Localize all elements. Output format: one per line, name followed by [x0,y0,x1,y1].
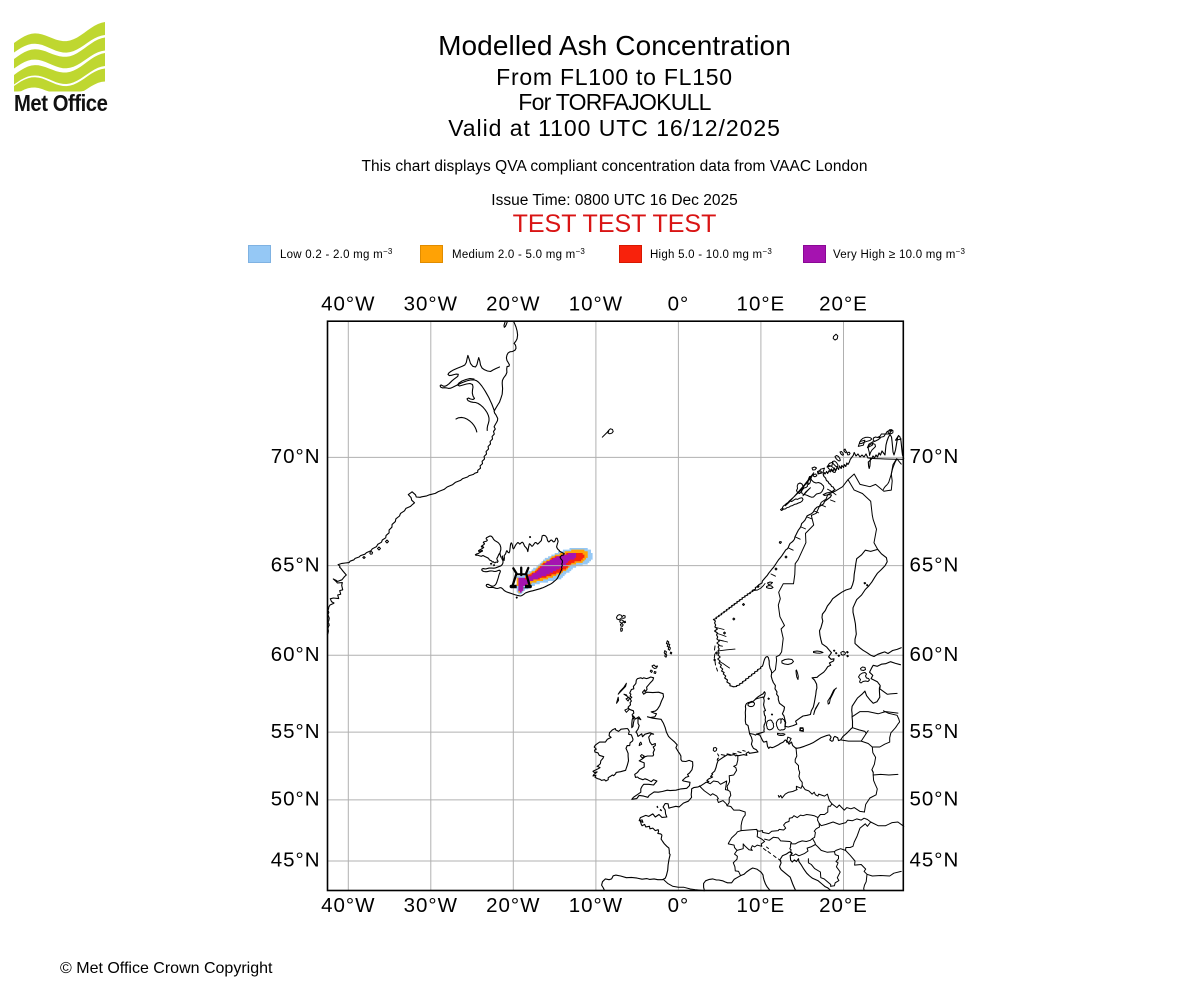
svg-text:10°W: 10°W [569,894,623,917]
svg-text:70°N: 70°N [271,445,321,468]
svg-text:10°W: 10°W [569,292,623,315]
svg-text:10°E: 10°E [737,292,786,315]
svg-text:30°W: 30°W [404,894,458,917]
svg-text:40°W: 40°W [321,894,375,917]
svg-text:55°N: 55°N [910,720,960,743]
svg-text:45°N: 45°N [910,849,960,872]
svg-text:55°N: 55°N [271,720,321,743]
svg-text:20°E: 20°E [819,894,868,917]
svg-text:20°W: 20°W [486,292,540,315]
svg-text:40°W: 40°W [321,292,375,315]
svg-text:10°E: 10°E [737,894,786,917]
svg-text:70°N: 70°N [910,445,960,468]
svg-text:50°N: 50°N [271,788,321,811]
svg-text:65°N: 65°N [910,553,960,576]
svg-text:0°: 0° [668,894,690,917]
svg-text:20°E: 20°E [819,292,868,315]
svg-text:45°N: 45°N [271,849,321,872]
svg-text:50°N: 50°N [910,788,960,811]
svg-text:20°W: 20°W [486,894,540,917]
svg-text:0°: 0° [668,292,690,315]
svg-text:60°N: 60°N [910,643,960,666]
svg-text:65°N: 65°N [271,553,321,576]
svg-text:30°W: 30°W [404,292,458,315]
svg-text:60°N: 60°N [271,643,321,666]
